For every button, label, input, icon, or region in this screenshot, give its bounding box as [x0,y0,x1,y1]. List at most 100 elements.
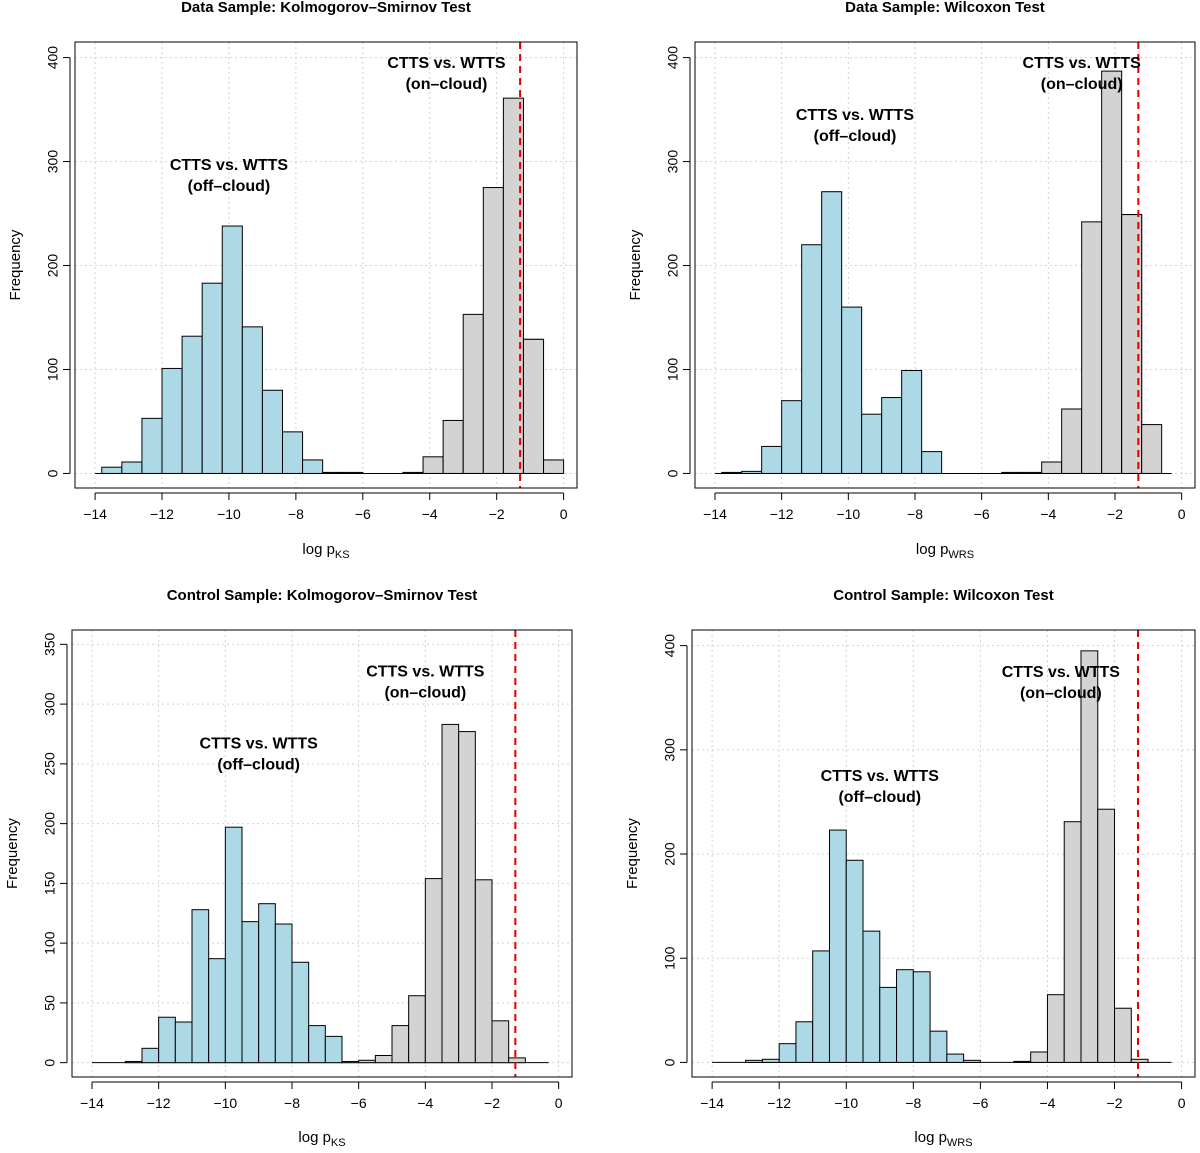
x-axis-label-main: log p [916,541,949,558]
annotation-line: CTTS vs. WTTS [1023,55,1142,72]
bar-on-cloud [1041,461,1063,474]
annotation-on-cloud: CTTS vs. WTTS (on–cloud) [1002,664,1121,702]
y-tick-label: 100 [45,358,61,382]
plot-frame [694,41,1196,489]
bar-on-cloud [442,419,464,474]
annotation-line: CTTS vs. WTTS [200,735,319,752]
y-tick-label: 350 [42,632,58,656]
bar-off-cloud [745,1059,763,1063]
annotation-line: (on–cloud) [1020,685,1102,702]
y-tick-label: 400 [665,46,681,70]
bar-off-cloud [946,1053,965,1063]
bar-off-cloud [208,958,226,1064]
annotation-line: CTTS vs. WTTS [387,55,506,72]
bar-off-cloud [161,367,183,474]
y-tick-label: 200 [45,254,61,278]
bar-off-cloud [141,1047,160,1064]
bar-off-cloud [201,282,223,474]
y-tick-label: 200 [662,842,678,866]
bar-off-cloud [291,961,310,1064]
bar-off-cloud [241,326,263,474]
x-tick-label: −10 [213,1095,237,1111]
x-tick-label: −14 [80,1095,104,1111]
x-axis-label-main: log p [914,1129,947,1146]
bar-off-cloud [281,431,304,474]
x-tick-label: −12 [150,506,174,522]
y-tick-label: 400 [45,46,61,70]
histogram-panel-2: −14 −12 −10 −8 −6 −4 −2 0 0 100 200 300 400 Data Samp… [627,0,1196,561]
y-tick-label: 0 [42,1059,58,1067]
y-tick-label: 150 [42,871,58,895]
x-tick-label: 0 [560,506,568,522]
x-tick-label: −10 [217,506,241,522]
bar-on-cloud [1130,1058,1149,1063]
x-tick-label: −12 [770,506,794,522]
x-tick-label: −4 [1039,1095,1055,1111]
bar-on-cloud [1097,808,1116,1063]
bar-off-cloud [879,986,898,1063]
x-axis-label-subscript: KS [331,1137,346,1148]
histogram-panel-3: −14 −12 −10 −8 −6 −4 −2 0 0 50 100 150 200 250 300 350 C… [4,587,573,1149]
bar-off-cloud [261,389,283,474]
bar-on-cloud [1101,70,1123,474]
x-axis-label: log pKS [302,541,349,561]
x-axis-label-main: log p [302,541,335,558]
bar-off-cloud [881,397,903,474]
annotation-on-cloud: CTTS vs. WTTS (on–cloud) [387,55,506,93]
x-tick-label: −8 [288,506,304,522]
annotation-line: CTTS vs. WTTS [821,768,940,785]
bar-on-cloud [502,97,524,474]
x-tick-label: −6 [974,506,990,522]
bar-off-cloud [761,445,783,474]
bar-on-cloud-edge [522,338,545,474]
bar-on-cloud [474,879,493,1064]
bar-on-cloud [391,1025,410,1064]
y-tick-label: 200 [665,254,681,278]
bar-off-cloud [778,1043,797,1063]
plot-frame [74,41,578,489]
x-axis-label-main: log p [298,1129,331,1146]
y-tick-label: 250 [42,752,58,776]
bar-off-cloud [845,859,864,1063]
bar-on-cloud [441,723,460,1064]
bar-on-cloud [1061,408,1083,474]
bar-on-cloud-edge [1141,424,1163,474]
x-tick-label: 0 [1178,506,1186,522]
x-tick-label: 0 [555,1095,563,1111]
x-tick-label: −8 [284,1095,300,1111]
bar-off-cloud [841,306,863,474]
annotation-line: (off–cloud) [814,128,897,145]
annotation-line: (off–cloud) [217,756,300,773]
x-tick-label: −6 [351,1095,367,1111]
x-tick-label: −4 [1040,506,1056,522]
bar-on-cloud [402,471,424,474]
bar-off-cloud [781,400,803,474]
y-tick-label: 300 [665,150,681,174]
annotation-off-cloud: CTTS vs. WTTS (off–cloud) [170,157,289,195]
x-tick-label: −2 [1107,506,1123,522]
annotation-line: (on–cloud) [406,76,488,93]
annotation-line: CTTS vs. WTTS [1002,664,1121,681]
y-tick-label: 50 [42,995,58,1011]
annotation-line: CTTS vs. WTTS [366,664,485,681]
annotation-line: (off–cloud) [188,178,271,195]
bar-off-cloud [812,950,830,1063]
x-tick-label: −14 [83,506,107,522]
x-tick-label: −12 [767,1095,791,1111]
bar-off-cloud [963,1059,981,1063]
bar-off-cloud [191,909,210,1064]
bar-off-cloud [741,470,763,474]
x-axis-label-subscript: WRS [948,549,974,561]
bar-off-cloud [101,466,123,474]
bar-on-cloud [482,187,504,474]
x-tick-label: −2 [484,1095,500,1111]
y-axis-label: Frequency [624,818,641,889]
x-tick-label: −10 [834,1095,858,1111]
bar-on-cloud [1001,471,1023,474]
annotation-line: CTTS vs. WTTS [170,157,289,174]
x-tick-label: −4 [417,1095,433,1111]
bar-off-cloud [274,923,293,1064]
x-tick-label: −8 [907,506,923,522]
